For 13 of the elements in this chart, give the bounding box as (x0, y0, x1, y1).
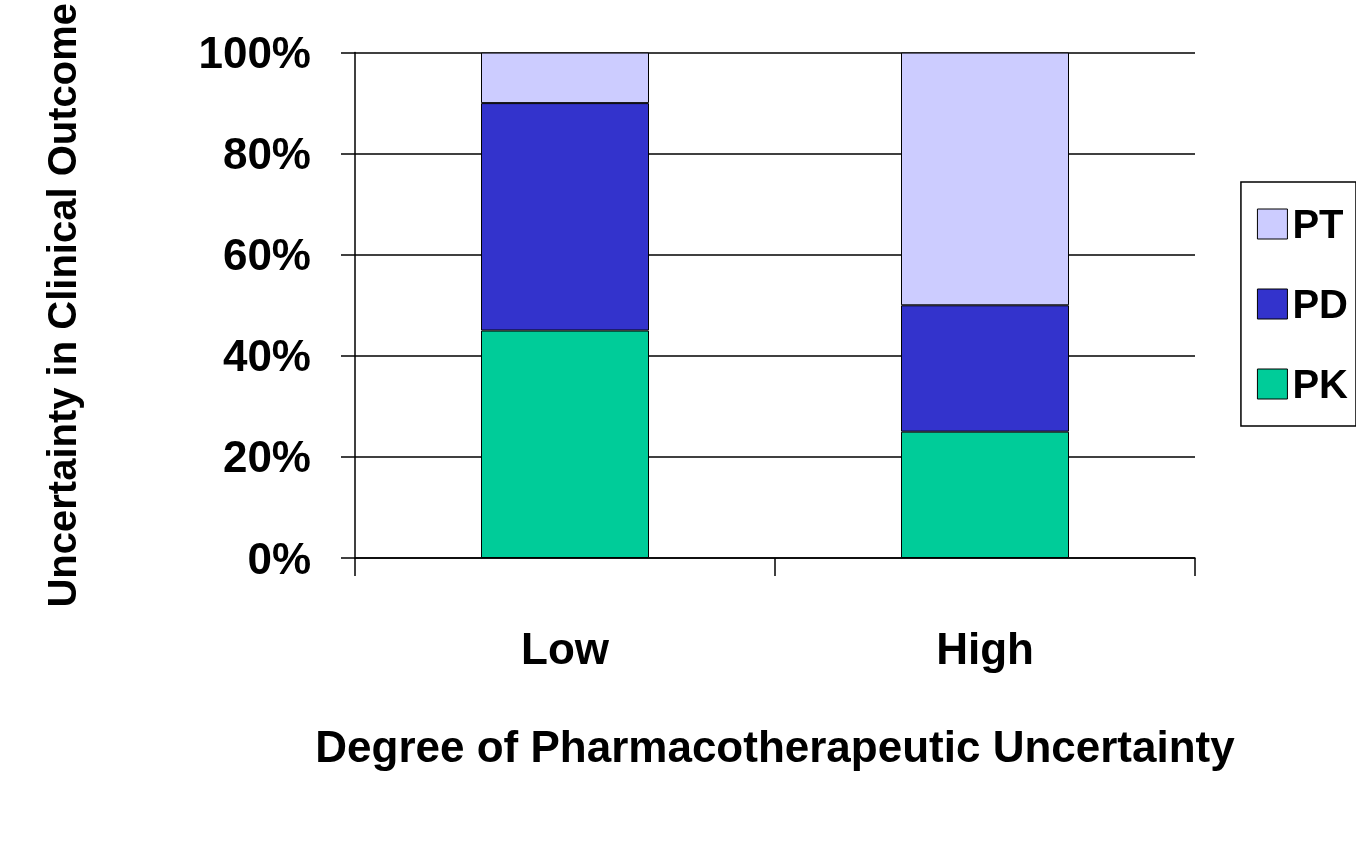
legend-label: PT (1292, 202, 1344, 246)
legend-label: PD (1292, 282, 1349, 326)
x-tick-label: High (936, 623, 1034, 673)
x-axis-title: Degree of Pharmacotherapeutic Uncertainty (315, 721, 1236, 771)
y-tick-label: 80% (222, 129, 311, 179)
legend-label: PK (1292, 362, 1349, 406)
y-tick-label: 40% (222, 331, 311, 381)
y-tick-label: 0% (247, 533, 311, 583)
y-tick-label: 100% (198, 28, 311, 78)
x-tick-label: Low (521, 623, 610, 673)
y-tick-label: 20% (222, 432, 311, 482)
y-tick-label: 60% (222, 230, 311, 280)
y-axis-title: Uncertainty in Clinical Outcome (40, 3, 84, 608)
